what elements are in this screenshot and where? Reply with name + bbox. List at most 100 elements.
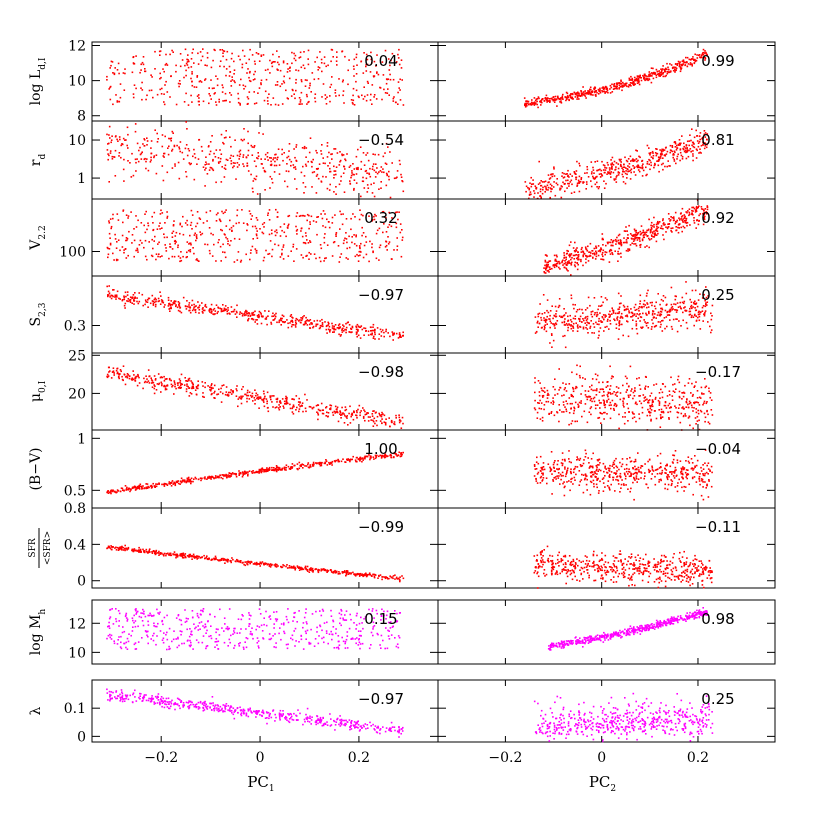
- scatter-point: [293, 148, 295, 150]
- scatter-point: [618, 88, 620, 90]
- scatter-point: [382, 155, 385, 158]
- scatter-point: [341, 80, 344, 83]
- scatter-point: [683, 216, 686, 219]
- scatter-point: [595, 253, 598, 255]
- scatter-point: [114, 67, 116, 69]
- scatter-point: [165, 62, 168, 65]
- scatter-point: [376, 71, 378, 73]
- scatter-point: [277, 244, 280, 247]
- scatter-point: [116, 372, 119, 375]
- scatter-point: [303, 192, 305, 194]
- scatter-point: [380, 187, 382, 189]
- scatter-point: [227, 243, 229, 245]
- scatter-point: [679, 61, 681, 63]
- scatter-point: [385, 330, 387, 333]
- scatter-point: [563, 308, 565, 310]
- scatter-point: [396, 237, 398, 239]
- scatter-point: [661, 148, 663, 151]
- scatter-point: [294, 97, 296, 100]
- scatter-point: [258, 60, 261, 62]
- scatter-point: [294, 168, 297, 170]
- scatter-point: [224, 168, 227, 170]
- scatter-point: [317, 177, 320, 180]
- scatter-point: [142, 143, 144, 145]
- scatter-point: [173, 240, 176, 243]
- scatter-point: [693, 324, 695, 327]
- scatter-point: [564, 260, 566, 262]
- scatter-point: [624, 375, 627, 378]
- scatter-point: [330, 153, 332, 156]
- scatter-point: [551, 175, 554, 178]
- scatter-point: [572, 330, 574, 332]
- scatter-point: [109, 370, 111, 372]
- scatter-point: [707, 321, 709, 323]
- scatter-point: [384, 162, 387, 165]
- scatter-point: [349, 405, 351, 408]
- scatter-point: [208, 249, 211, 252]
- scatter-point: [173, 144, 176, 147]
- scatter-point: [146, 301, 149, 303]
- scatter-point: [257, 53, 260, 55]
- scatter-point: [623, 230, 626, 232]
- scatter-point: [582, 312, 584, 314]
- scatter-point: [388, 69, 391, 71]
- scatter-point: [365, 65, 367, 68]
- scatter-point: [349, 422, 352, 424]
- scatter-point: [692, 393, 694, 396]
- scatter-point: [388, 223, 391, 226]
- scatter-point: [289, 322, 291, 324]
- scatter-point: [704, 208, 707, 210]
- scatter-point: [161, 212, 164, 214]
- scatter-point: [662, 223, 665, 225]
- scatter-point: [551, 346, 553, 348]
- scatter-point: [291, 323, 294, 326]
- scatter-point: [287, 322, 289, 325]
- scatter-point: [236, 214, 238, 217]
- scatter-point: [589, 304, 591, 307]
- scatter-point: [201, 310, 204, 313]
- scatter-point: [173, 255, 176, 258]
- scatter-point: [290, 250, 292, 252]
- scatter-point: [178, 386, 181, 388]
- scatter-point: [338, 261, 341, 263]
- scatter-point: [634, 243, 637, 245]
- scatter-point: [279, 235, 282, 237]
- scatter-point: [289, 315, 292, 317]
- scatter-point: [358, 404, 361, 407]
- scatter-point: [669, 144, 672, 147]
- scatter-point: [642, 234, 645, 237]
- scatter-point: [676, 302, 679, 304]
- scatter-point: [693, 222, 696, 224]
- scatter-point: [329, 407, 332, 409]
- scatter-point: [697, 401, 700, 404]
- scatter-point: [554, 99, 556, 102]
- scatter-point: [255, 234, 258, 237]
- scatter-point: [628, 224, 630, 227]
- scatter-point: [676, 147, 678, 149]
- scatter-point: [348, 59, 350, 61]
- scatter-point: [616, 312, 619, 315]
- scatter-point: [652, 67, 654, 70]
- scatter-point: [359, 254, 361, 257]
- scatter-point: [213, 48, 215, 51]
- scatter-point: [650, 164, 652, 167]
- scatter-point: [544, 267, 547, 270]
- scatter-point: [576, 96, 579, 99]
- scatter-point: [238, 221, 240, 224]
- scatter-point: [239, 58, 241, 61]
- scatter-point: [652, 152, 654, 154]
- scatter-point: [384, 49, 387, 52]
- scatter-point: [588, 90, 591, 92]
- scatter-point: [307, 242, 310, 244]
- scatter-point: [704, 386, 707, 389]
- scatter-point: [230, 393, 233, 395]
- scatter-point: [674, 303, 677, 306]
- scatter-point: [340, 180, 342, 182]
- scatter-point: [373, 218, 376, 221]
- scatter-point: [669, 151, 671, 154]
- scatter-point: [553, 168, 555, 170]
- scatter-point: [578, 162, 580, 165]
- scatter-point: [121, 375, 123, 378]
- scatter-point: [385, 231, 388, 233]
- scatter-point: [221, 166, 223, 168]
